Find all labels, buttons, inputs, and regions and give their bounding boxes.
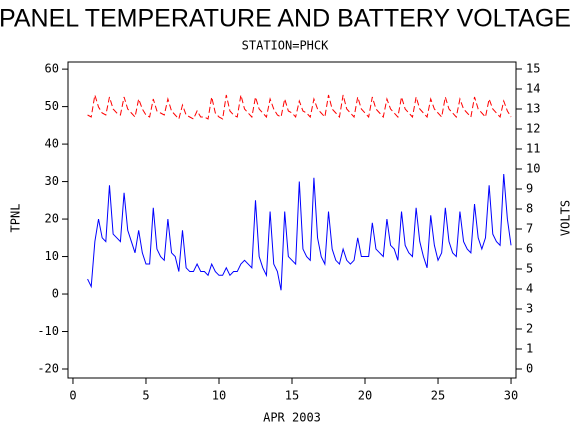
series-line	[87, 174, 512, 291]
y2-tick-label: 8	[526, 202, 533, 216]
y2-tick-label: 15	[526, 62, 540, 76]
y2-tick-label: 12	[526, 122, 540, 136]
y2-axis-label: VOLTS	[559, 200, 570, 236]
y2-tick-label: 14	[526, 82, 540, 96]
y-tick-label: -10	[37, 324, 59, 338]
x-tick-label: 5	[142, 389, 149, 403]
y2-tick-label: 11	[526, 142, 540, 156]
y2-tick-label: 6	[526, 242, 533, 256]
y-tick-label: 20	[45, 212, 59, 226]
chart-title: PANEL TEMPERATURE AND BATTERY VOLTAGE	[0, 5, 570, 33]
y2-tick-label: 5	[526, 262, 533, 276]
y-tick-label: 50	[45, 99, 59, 113]
y-tick-label: 40	[45, 137, 59, 151]
y2-tick-label: 13	[526, 102, 540, 116]
x-tick-label: 20	[358, 389, 372, 403]
y2-tick-label: 0	[526, 362, 533, 376]
y2-tick-label: 4	[526, 282, 533, 296]
y2-tick-label: 7	[526, 222, 533, 236]
chart-subtitle: STATION=PHCK	[242, 39, 329, 53]
y-tick-label: 60	[45, 62, 59, 76]
y-tick-label: -20	[37, 362, 59, 376]
series-line	[87, 94, 512, 121]
x-tick-label: 10	[212, 389, 226, 403]
y2-tick-label: 10	[526, 162, 540, 176]
y-tick-label: 30	[45, 174, 59, 188]
y-tick-label: 10	[45, 249, 59, 263]
x-tick-label: 25	[431, 389, 445, 403]
y-tick-label: 0	[52, 287, 59, 301]
y2-tick-label: 2	[526, 322, 533, 336]
x-tick-label: 0	[69, 389, 76, 403]
y2-tick-label: 9	[526, 182, 533, 196]
y2-tick-label: 1	[526, 342, 533, 356]
y-axis-label: TPNL	[9, 204, 23, 233]
x-tick-label: 30	[504, 389, 518, 403]
x-axis-label: APR 2003	[263, 411, 321, 425]
x-tick-label: 15	[285, 389, 299, 403]
y2-tick-label: 3	[526, 302, 533, 316]
